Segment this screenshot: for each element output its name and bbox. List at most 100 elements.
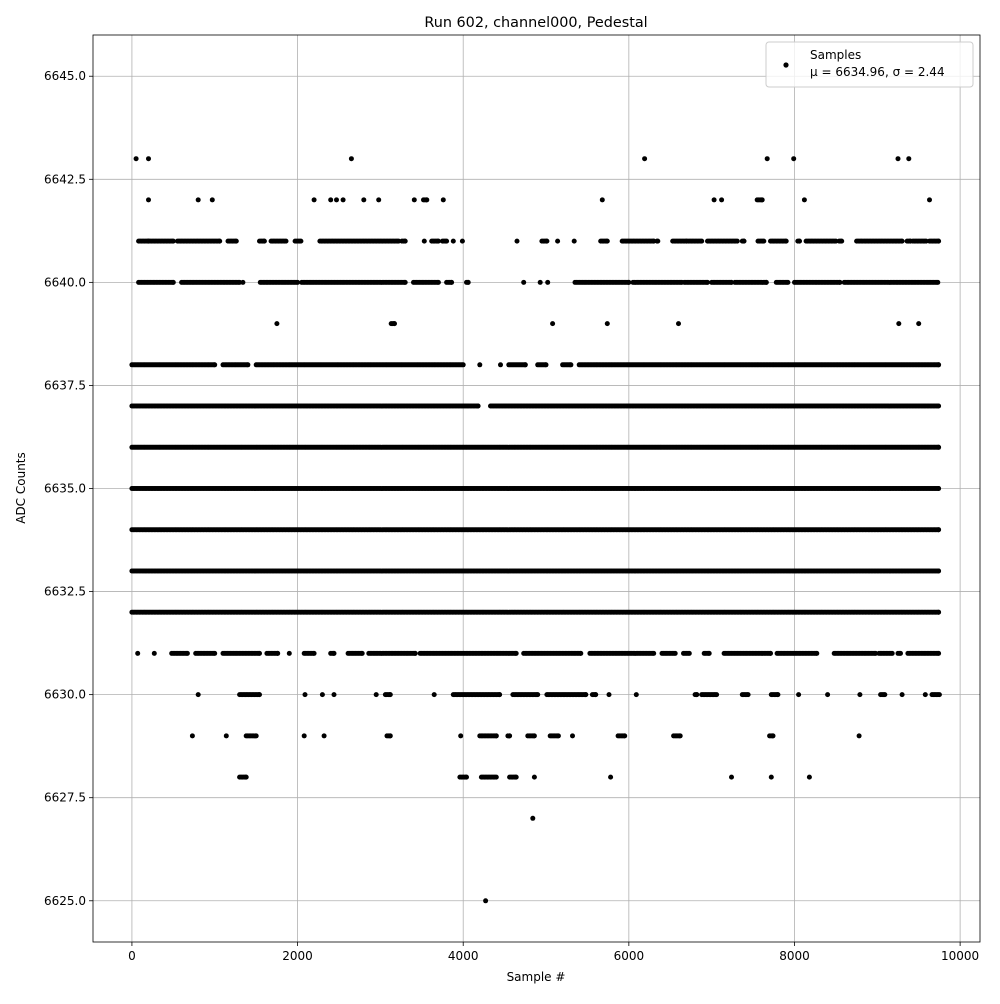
data-point <box>538 280 543 285</box>
data-point <box>275 651 280 656</box>
data-point <box>403 280 408 285</box>
data-point <box>857 692 862 697</box>
data-point <box>185 651 190 656</box>
data-point <box>224 733 229 738</box>
data-point <box>707 651 712 656</box>
data-point <box>274 321 279 326</box>
data-point <box>936 651 941 656</box>
data-point <box>607 692 612 697</box>
data-point <box>217 239 222 244</box>
data-point <box>521 280 526 285</box>
data-point <box>764 280 769 285</box>
data-point <box>746 692 751 697</box>
data-point <box>936 527 941 532</box>
data-point <box>152 651 157 656</box>
data-point <box>302 733 307 738</box>
data-point <box>676 321 681 326</box>
data-point <box>936 610 941 615</box>
data-point <box>254 733 259 738</box>
data-point <box>535 692 540 697</box>
data-point <box>900 692 905 697</box>
data-point <box>935 280 940 285</box>
data-point <box>890 651 895 656</box>
data-point <box>507 733 512 738</box>
data-point <box>530 816 535 821</box>
data-point <box>532 775 537 780</box>
data-point <box>634 692 639 697</box>
data-point <box>882 692 887 697</box>
data-point <box>568 362 573 367</box>
data-point <box>257 692 262 697</box>
data-point <box>240 280 245 285</box>
data-point <box>936 445 941 450</box>
data-point <box>583 692 588 697</box>
data-point <box>483 898 488 903</box>
data-point <box>771 733 776 738</box>
data-point <box>694 692 699 697</box>
data-point <box>857 733 862 738</box>
data-point <box>769 775 774 780</box>
data-point <box>388 733 393 738</box>
data-point <box>514 775 519 780</box>
data-point <box>729 775 734 780</box>
data-point <box>814 651 819 656</box>
data-point <box>605 321 610 326</box>
data-point <box>785 280 790 285</box>
data-point <box>374 692 379 697</box>
data-point <box>303 692 308 697</box>
data-point <box>171 280 176 285</box>
data-point <box>593 692 598 697</box>
data-point <box>768 651 773 656</box>
data-point <box>532 733 537 738</box>
data-point <box>896 321 901 326</box>
data-point <box>545 280 550 285</box>
data-point <box>916 321 921 326</box>
data-point <box>466 280 471 285</box>
data-point <box>514 651 519 656</box>
data-point <box>622 733 627 738</box>
data-point <box>196 692 201 697</box>
data-point <box>498 362 503 367</box>
data-point <box>898 651 903 656</box>
data-point <box>936 362 941 367</box>
data-point <box>392 321 397 326</box>
data-point <box>578 651 583 656</box>
data-point <box>775 692 780 697</box>
data-point <box>714 692 719 697</box>
data-point <box>497 692 502 697</box>
data-point <box>494 733 499 738</box>
data-point <box>673 651 678 656</box>
data-point <box>544 362 549 367</box>
data-point <box>284 239 289 244</box>
data-point <box>298 239 303 244</box>
data-point <box>135 651 140 656</box>
data-point <box>212 362 217 367</box>
data-point <box>244 775 249 780</box>
data-point <box>923 692 928 697</box>
data-point <box>570 733 575 738</box>
data-point <box>312 651 317 656</box>
data-point <box>332 651 337 656</box>
data-point <box>936 486 941 491</box>
data-point <box>936 569 941 574</box>
data-point <box>687 651 692 656</box>
data-point <box>494 775 499 780</box>
data-point <box>458 733 463 738</box>
data-point <box>388 692 393 697</box>
data-point <box>464 775 469 780</box>
data-point <box>477 362 482 367</box>
data-point <box>360 651 365 656</box>
data-point <box>234 239 239 244</box>
data-point <box>678 733 683 738</box>
data-point <box>190 733 195 738</box>
data-point <box>550 321 555 326</box>
data-point <box>651 651 656 656</box>
data-point <box>332 692 337 697</box>
data-point <box>245 362 250 367</box>
data-point <box>461 362 466 367</box>
data-point <box>436 280 441 285</box>
data-point <box>523 362 528 367</box>
data-point <box>287 651 292 656</box>
